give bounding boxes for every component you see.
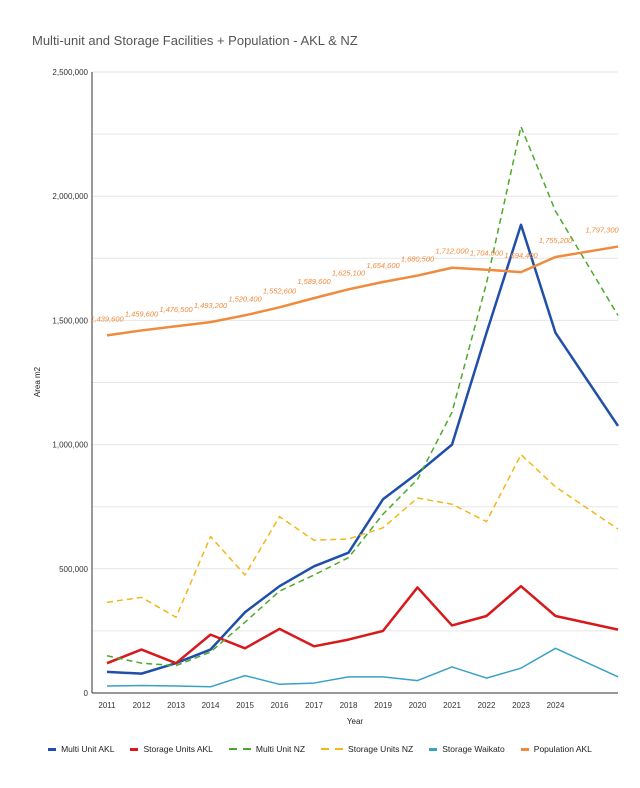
data-label: 1,755,200 [539,236,573,245]
legend-swatch [520,747,529,751]
legend: Multi Unit AKL Storage Units AKL Multi Uni… [0,744,640,754]
legend-item[interactable]: Multi Unit NZ [228,744,306,754]
legend-swatch [321,748,344,750]
series-line-multi-unit-akl [106,223,620,675]
x-tick-label: 2011 [98,701,116,710]
x-tick-label: 2016 [271,701,289,710]
series-line-storage-waikato [106,647,619,688]
series-line-population-akl [106,245,619,337]
y-tick-label: 1,500,000 [52,316,88,325]
legend-label: Storage Units NZ [348,744,414,754]
y-axis-label: Area m2 [33,366,42,397]
x-tick-label: 2015 [236,701,254,710]
data-label: 1,680,500 [401,255,435,264]
x-tick-label: 2022 [478,701,496,710]
legend-item[interactable]: Storage Units NZ [321,744,413,754]
x-tick-label: 2012 [133,701,151,710]
x-tick-label: 2023 [512,701,530,710]
series-line-storage-units-nz [106,453,619,618]
legend-swatch [130,747,139,751]
legend-item[interactable]: Storage Units AKL [130,744,213,754]
legend-swatch [228,748,251,750]
x-tick-label: 2019 [374,701,392,710]
legend-item[interactable]: Population AKL [520,744,592,754]
data-label: 1,589,600 [297,277,331,286]
legend-label: Population AKL [533,744,592,754]
data-label: 1,493,200 [194,301,228,310]
y-tick-label: 1,000,000 [52,441,88,450]
y-tick-label: 2,500,000 [52,68,88,77]
y-tick-label: 2,000,000 [52,192,88,201]
x-tick-label: 2024 [547,701,565,710]
data-label: 1,459,600 [125,309,159,318]
data-label: 1,712,000 [435,247,469,256]
x-tick-label: 2021 [443,701,461,710]
legend-swatch [429,747,438,751]
legend-label: Multi Unit AKL [61,744,115,754]
series-line-multi-unit-nz [106,125,619,667]
x-tick-label: 2017 [305,701,323,710]
data-label: 1,476,500 [159,305,193,314]
data-label: 1,552,600 [263,286,297,295]
y-tick-label: 0 [84,689,89,698]
data-label: 1,654,600 [366,261,400,270]
x-tick-label: 2018 [340,701,358,710]
data-label: 1,439,600 [90,314,124,323]
x-tick-label: 2020 [409,701,427,710]
legend-item[interactable]: Storage Waikato [429,744,505,754]
x-axis-label: Year [347,717,364,726]
y-tick-label: 500,000 [59,565,88,574]
series-line-storage-units-akl [106,584,619,665]
legend-label: Storage Units AKL [143,744,213,754]
data-label: 1,694,400 [504,251,538,260]
data-label: 1,520,400 [228,294,262,303]
legend-label: Multi Unit NZ [255,744,306,754]
legend-label: Storage Waikato [442,744,505,754]
x-tick-label: 2014 [202,701,220,710]
x-tick-label: 2013 [167,701,185,710]
chart-title: Multi-unit and Storage Facilities + Popu… [32,33,358,48]
legend-item[interactable]: Multi Unit AKL [48,744,114,754]
legend-swatch [48,747,57,751]
data-label: 1,704,000 [470,249,504,258]
data-label: 1,797,300 [585,226,619,235]
data-label: 1,625,100 [332,268,366,277]
